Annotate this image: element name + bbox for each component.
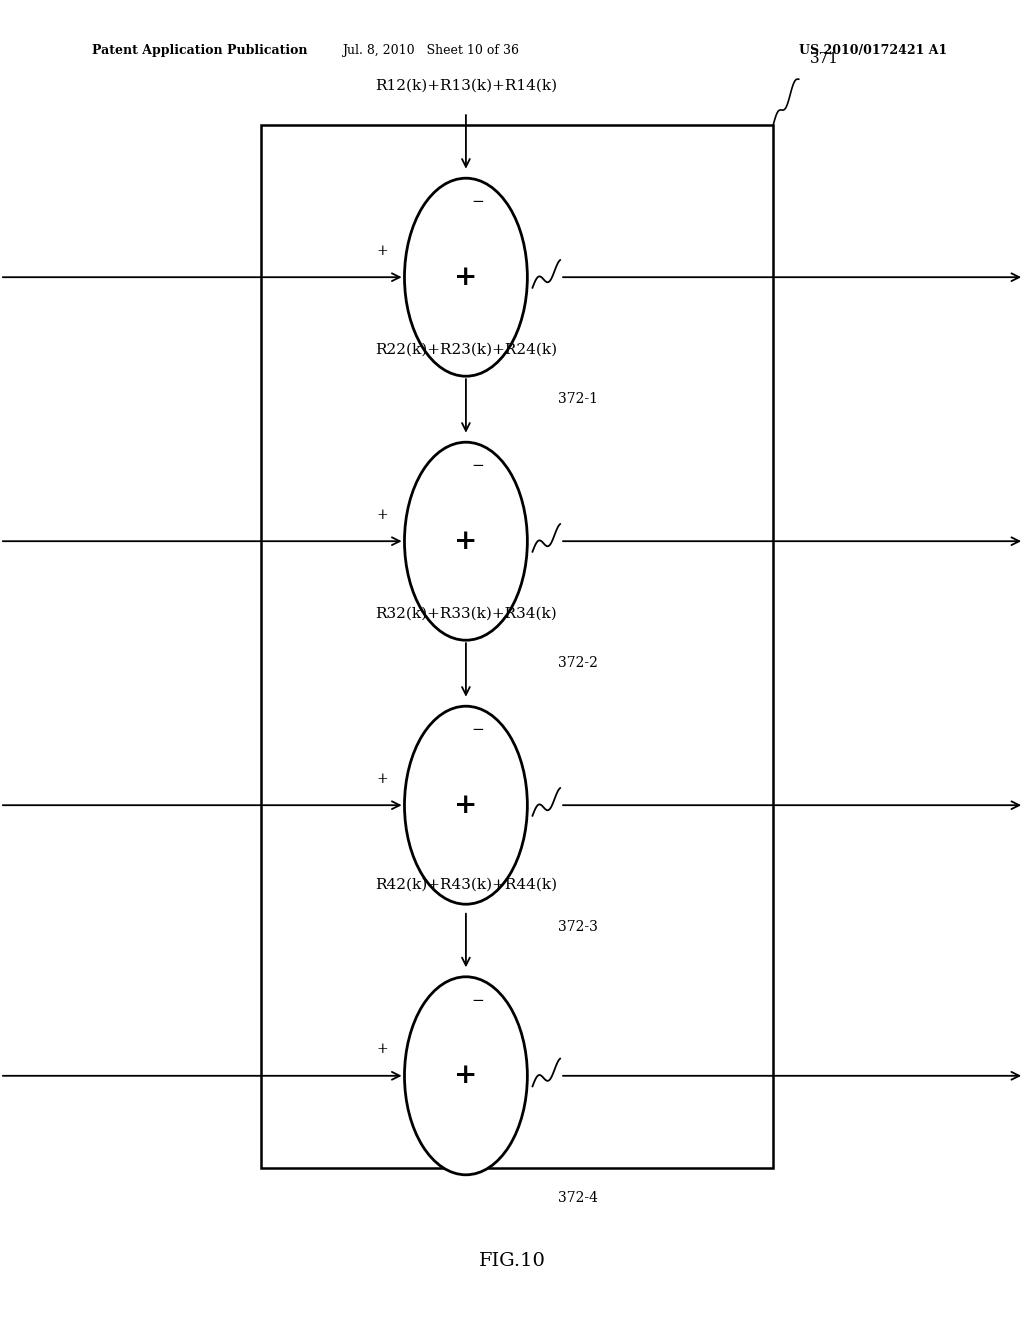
Text: 371: 371: [810, 51, 839, 66]
Ellipse shape: [404, 977, 527, 1175]
Text: US 2010/0172421 A1: US 2010/0172421 A1: [799, 44, 947, 57]
Ellipse shape: [404, 706, 527, 904]
Bar: [261, 125, 773, 1168]
Text: 372-2: 372-2: [558, 656, 598, 671]
Text: +: +: [455, 792, 477, 818]
Text: R32(k)+R33(k)+R34(k): R32(k)+R33(k)+R34(k): [375, 607, 557, 620]
Text: +: +: [376, 772, 388, 785]
Text: +: +: [455, 264, 477, 290]
Text: +: +: [455, 1063, 477, 1089]
Text: R22(k)+R23(k)+R24(k): R22(k)+R23(k)+R24(k): [375, 343, 557, 356]
Text: R12(k)+R13(k)+R14(k): R12(k)+R13(k)+R14(k): [375, 79, 557, 92]
Ellipse shape: [404, 442, 527, 640]
Text: 372-1: 372-1: [558, 392, 598, 407]
Text: 372-4: 372-4: [558, 1191, 598, 1205]
Text: −: −: [472, 195, 484, 209]
Text: R42(k)+R43(k)+R44(k): R42(k)+R43(k)+R44(k): [375, 878, 557, 891]
Text: FIG.10: FIG.10: [478, 1251, 546, 1270]
Text: +: +: [376, 508, 388, 521]
Text: 372-3: 372-3: [558, 920, 598, 935]
Text: −: −: [472, 994, 484, 1007]
Text: +: +: [376, 1043, 388, 1056]
Text: +: +: [455, 528, 477, 554]
Text: Jul. 8, 2010   Sheet 10 of 36: Jul. 8, 2010 Sheet 10 of 36: [342, 44, 518, 57]
Text: −: −: [472, 723, 484, 737]
Text: +: +: [376, 244, 388, 257]
Text: −: −: [472, 459, 484, 473]
Text: Patent Application Publication: Patent Application Publication: [92, 44, 307, 57]
Ellipse shape: [404, 178, 527, 376]
